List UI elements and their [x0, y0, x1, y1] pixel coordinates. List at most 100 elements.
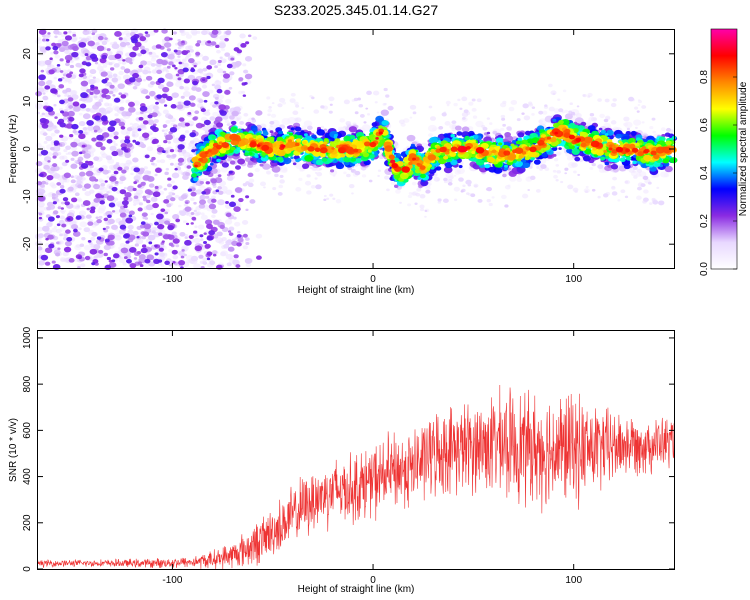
spectrogram-cell [510, 99, 518, 105]
spectrogram-cell [45, 41, 52, 46]
spectrogram-cell [42, 34, 46, 38]
spectrogram-cell [538, 119, 543, 124]
spectrogram-cell [462, 116, 466, 120]
spectrogram-cell [577, 173, 581, 177]
spectrogram-cell [228, 226, 235, 231]
spectrogram-cell [123, 186, 127, 190]
spectrogram-cell [522, 103, 529, 109]
spectrogram-cell [107, 54, 115, 61]
spectrogram-cell [38, 145, 46, 151]
spectrogram-cell [118, 220, 126, 227]
spectrogram-cell [363, 121, 367, 124]
spectrogram-cell [166, 65, 171, 69]
spectrogram-cell [193, 230, 198, 234]
spectrogram-cell [161, 240, 165, 243]
spectrogram-cell [521, 193, 529, 199]
spectrogram-cell [170, 162, 174, 166]
spectrogram-cell [114, 113, 119, 117]
spectrogram-cell [53, 140, 60, 145]
spectrogram-cell [59, 134, 64, 138]
spectrogram-cell [78, 227, 82, 231]
spectrogram-cell [146, 254, 155, 261]
spectrogram-cell [289, 98, 296, 103]
spectrogram-cell [166, 48, 171, 52]
spectrogram-cell [666, 127, 672, 132]
spectrogram-cell [544, 104, 548, 107]
spectrogram-cell [120, 247, 129, 254]
spectrogram-cell [101, 78, 108, 84]
spectrogram-cell [506, 126, 512, 131]
spectrogram-cell [52, 173, 61, 179]
spectrogram-cell [128, 247, 137, 253]
spectrogram-cell [106, 195, 115, 202]
spectrogram-cell [212, 219, 220, 225]
spectrogram-cell [552, 169, 557, 173]
spectrogram-cell [516, 140, 521, 145]
spectrogram-cell [114, 30, 122, 37]
spectrogram-cell [281, 117, 291, 125]
spectrogram-cell [101, 93, 107, 98]
spectrogram-cell [582, 94, 586, 97]
spectrogram-cell [98, 249, 104, 254]
spectrogram-cell [231, 110, 239, 117]
spectrogram-cell [141, 212, 148, 217]
spectrogram-cell [595, 149, 604, 156]
spectrogram-cell [194, 212, 200, 217]
spectrogram-cell [185, 222, 190, 226]
spectrogram-cell [535, 189, 541, 193]
spectrogram-cell [429, 116, 437, 121]
spectrogram-cell [412, 111, 417, 115]
spectrogram-cell [169, 149, 175, 153]
spectrogram-cell [228, 170, 233, 174]
spectrogram-cell [624, 180, 629, 184]
spectrogram-cell [225, 212, 232, 218]
spectrogram-cell [160, 52, 168, 58]
spectrogram-cell [101, 40, 108, 46]
spectrogram-cell [144, 154, 150, 159]
spectrogram-cell [87, 221, 94, 226]
spectrogram-cell [82, 126, 88, 131]
spectrogram-cell [181, 50, 188, 56]
spectrogram-cell [477, 198, 483, 203]
spectrogram-cell [192, 137, 200, 143]
spectrogram-cell [48, 69, 55, 75]
spectrogram-cell [461, 126, 470, 133]
spectrogram-cell [93, 121, 101, 127]
spectrogram-cell [150, 81, 156, 85]
spectrogram-cell [75, 62, 82, 68]
spectrogram-cell [292, 162, 297, 166]
spectrogram-cell [43, 140, 48, 144]
spectrogram-cell [282, 157, 292, 165]
spectrogram-cell [228, 201, 237, 208]
spectrogram-cell [196, 30, 201, 34]
spectrogram-cell [198, 254, 204, 259]
spectrogram-cell [92, 76, 96, 79]
spectrogram-cell [377, 174, 380, 177]
spectrogram-cell [159, 159, 166, 164]
spectrogram-cell [177, 39, 181, 42]
spectrogram-cell [471, 150, 476, 155]
spectrogram-cell [270, 113, 277, 118]
spectrogram-cell [75, 244, 81, 248]
spectrogram-cell [78, 41, 87, 48]
spectrogram-cell [38, 216, 43, 220]
spectrogram-cell [172, 31, 177, 35]
spectrogram-cell [146, 146, 154, 152]
spectrogram-cell [111, 43, 120, 50]
spectrogram-cell [466, 192, 470, 195]
spectrogram-cell [447, 175, 454, 181]
spectrogram-cell [119, 41, 127, 47]
spectrogram-cell [39, 117, 47, 124]
spectrogram-cell [242, 94, 247, 97]
spectrogram-cell [236, 117, 241, 121]
spectrogram-cell [52, 210, 59, 215]
spectrogram-cell [135, 77, 143, 83]
spectrogram-cell [415, 192, 421, 197]
spectrogram-cell [191, 149, 196, 153]
spectrogram-cell [164, 211, 169, 215]
spectrogram-cell [428, 133, 434, 137]
spectrogram-cell [128, 101, 135, 108]
spectrogram-cell [604, 161, 610, 166]
spectrogram-cell [41, 225, 50, 232]
spectrogram-cell [78, 36, 83, 40]
